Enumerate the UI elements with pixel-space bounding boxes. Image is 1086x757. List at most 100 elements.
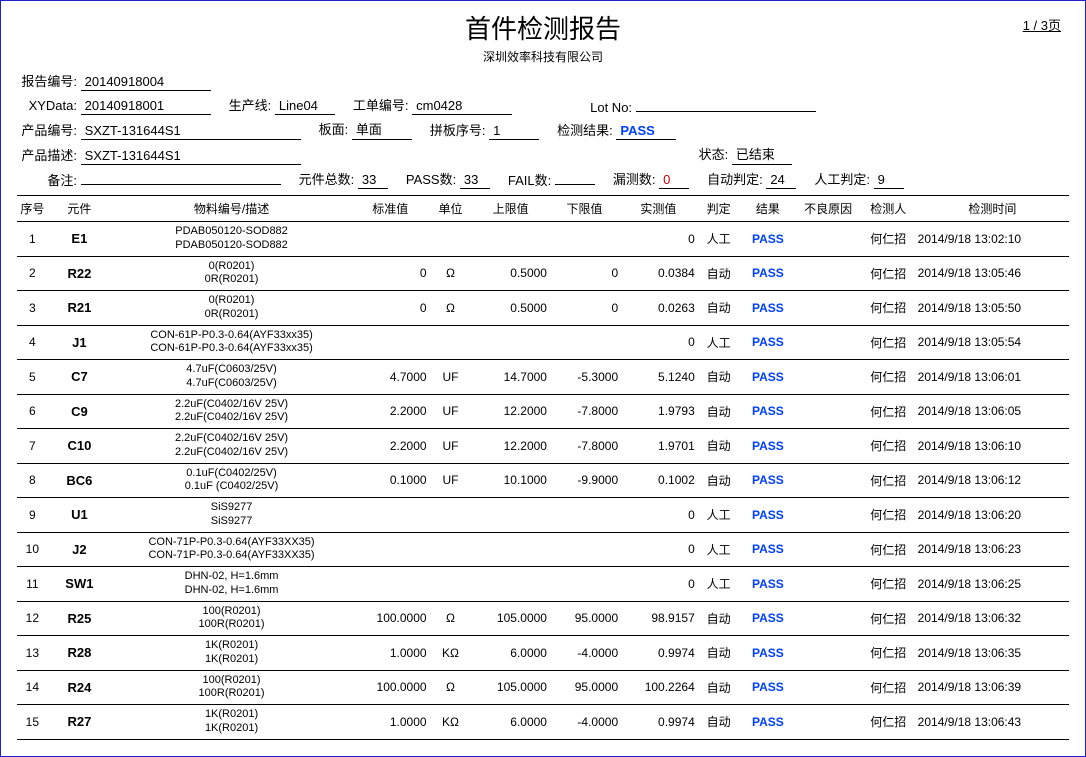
cell-upper: 10.1000 <box>472 463 549 498</box>
cell-idx: 6 <box>17 394 48 429</box>
cell-time: 2014/9/18 13:06:32 <box>916 601 1069 636</box>
val-failcnt <box>555 169 595 185</box>
table-row: 15R271K(R0201)1K(R0201)1.0000KΩ6.0000-4.… <box>17 705 1069 740</box>
cell-idx: 1 <box>17 222 48 257</box>
cell-mat: DHN-02, H=1.6mmDHN-02, H=1.6mm <box>111 567 352 602</box>
cell-time: 2014/9/18 13:02:10 <box>916 222 1069 257</box>
val-xydata: 20140918001 <box>81 98 211 115</box>
cell-result: PASS <box>741 567 796 602</box>
th-upper: 上限值 <box>472 196 549 222</box>
lbl-lot: Lot No: <box>590 100 632 115</box>
cell-reason <box>795 360 861 395</box>
cell-lower <box>549 498 620 533</box>
th-unit: 单位 <box>429 196 473 222</box>
cell-std: 100.0000 <box>352 670 429 705</box>
cell-mat: SiS9277SiS9277 <box>111 498 352 533</box>
cell-reason <box>795 325 861 360</box>
cell-lower: 95.0000 <box>549 670 620 705</box>
cell-inspector: 何仁招 <box>861 636 916 671</box>
th-comp: 元件 <box>48 196 111 222</box>
cell-time: 2014/9/18 13:06:25 <box>916 567 1069 602</box>
cell-comp: R28 <box>48 636 111 671</box>
cell-meas: 0.9974 <box>620 636 697 671</box>
cell-meas: 0 <box>620 567 697 602</box>
cell-meas: 1.9701 <box>620 429 697 464</box>
cell-std: 1.0000 <box>352 705 429 740</box>
cell-std <box>352 222 429 257</box>
cell-mat: 2.2uF(C0402/16V 25V)2.2uF(C0402/16V 25V) <box>111 429 352 464</box>
val-lot <box>636 96 816 112</box>
cell-comp: U1 <box>48 498 111 533</box>
cell-judge: 自动 <box>697 291 741 326</box>
table-row: 13R281K(R0201)1K(R0201)1.0000KΩ6.0000-4.… <box>17 636 1069 671</box>
report-page: 1 / 3页 首件检测报告 深圳效率科技有限公司 报告编号: 201409180… <box>0 0 1086 757</box>
cell-lower: 0 <box>549 291 620 326</box>
th-meas: 实测值 <box>620 196 697 222</box>
th-time: 检测时间 <box>916 196 1069 222</box>
cell-result: PASS <box>741 325 796 360</box>
cell-inspector: 何仁招 <box>861 291 916 326</box>
cell-result: PASS <box>741 291 796 326</box>
cell-inspector: 何仁招 <box>861 498 916 533</box>
cell-comp: BC6 <box>48 463 111 498</box>
cell-inspector: 何仁招 <box>861 532 916 567</box>
lbl-prod-no: 产品编号: <box>17 120 77 139</box>
cell-inspector: 何仁招 <box>861 463 916 498</box>
cell-reason <box>795 291 861 326</box>
cell-idx: 4 <box>17 325 48 360</box>
cell-inspector: 何仁招 <box>861 567 916 602</box>
cell-unit <box>429 325 473 360</box>
th-std: 标准值 <box>352 196 429 222</box>
cell-mat: CON-71P-P0.3-0.64(AYF33XX35)CON-71P-P0.3… <box>111 532 352 567</box>
lbl-panel: 拼板序号: <box>430 120 486 139</box>
cell-mat: 1K(R0201)1K(R0201) <box>111 705 352 740</box>
page-indicator: 1 / 3页 <box>1023 15 1061 34</box>
cell-result: PASS <box>741 636 796 671</box>
cell-lower: -5.3000 <box>549 360 620 395</box>
cell-reason <box>795 636 861 671</box>
val-remark <box>81 169 281 185</box>
cell-std: 100.0000 <box>352 601 429 636</box>
table-header-row: 序号元件物料编号/描述标准值单位上限值下限值实测值判定结果不良原因检测人检测时间 <box>17 196 1069 222</box>
cell-meas: 0 <box>620 498 697 533</box>
lbl-leak: 漏测数: <box>613 169 656 188</box>
cell-std: 2.2000 <box>352 429 429 464</box>
table-row: 14R24100(R0201)100R(R0201)100.0000Ω105.0… <box>17 670 1069 705</box>
report-subtitle: 深圳效率科技有限公司 <box>17 48 1069 65</box>
cell-judge: 人工 <box>697 567 741 602</box>
cell-comp: SW1 <box>48 567 111 602</box>
cell-lower: -4.0000 <box>549 705 620 740</box>
cell-comp: C7 <box>48 360 111 395</box>
cell-upper <box>472 222 549 257</box>
cell-std: 0.1000 <box>352 463 429 498</box>
cell-unit: KΩ <box>429 636 473 671</box>
cell-reason <box>795 429 861 464</box>
lbl-manual: 人工判定: <box>814 169 870 188</box>
cell-reason <box>795 463 861 498</box>
cell-comp: R21 <box>48 291 111 326</box>
cell-lower: 0 <box>549 256 620 291</box>
val-panel: 1 <box>489 123 539 140</box>
report-header: 报告编号: 20140918004 XYData: 20140918001 生产… <box>17 71 1069 189</box>
table-row: 1E1PDAB050120-SOD882PDAB050120-SOD8820人工… <box>17 222 1069 257</box>
cell-std <box>352 532 429 567</box>
cell-unit <box>429 222 473 257</box>
val-prod-desc: SXZT-131644S1 <box>81 148 301 165</box>
cell-lower: -9.9000 <box>549 463 620 498</box>
report-title: 首件检测报告 <box>17 9 1069 46</box>
lbl-wo: 工单编号: <box>353 95 409 114</box>
table-row: 9U1SiS9277SiS92770人工PASS何仁招2014/9/18 13:… <box>17 498 1069 533</box>
cell-result: PASS <box>741 601 796 636</box>
cell-comp: R22 <box>48 256 111 291</box>
cell-inspector: 何仁招 <box>861 601 916 636</box>
cell-mat: 0(R0201)0R(R0201) <box>111 291 352 326</box>
cell-time: 2014/9/18 13:06:43 <box>916 705 1069 740</box>
val-prod-line: Line04 <box>275 98 335 115</box>
cell-lower: -4.0000 <box>549 636 620 671</box>
cell-judge: 人工 <box>697 498 741 533</box>
cell-judge: 自动 <box>697 636 741 671</box>
cell-idx: 14 <box>17 670 48 705</box>
cell-idx: 3 <box>17 291 48 326</box>
cell-reason <box>795 394 861 429</box>
cell-result: PASS <box>741 256 796 291</box>
